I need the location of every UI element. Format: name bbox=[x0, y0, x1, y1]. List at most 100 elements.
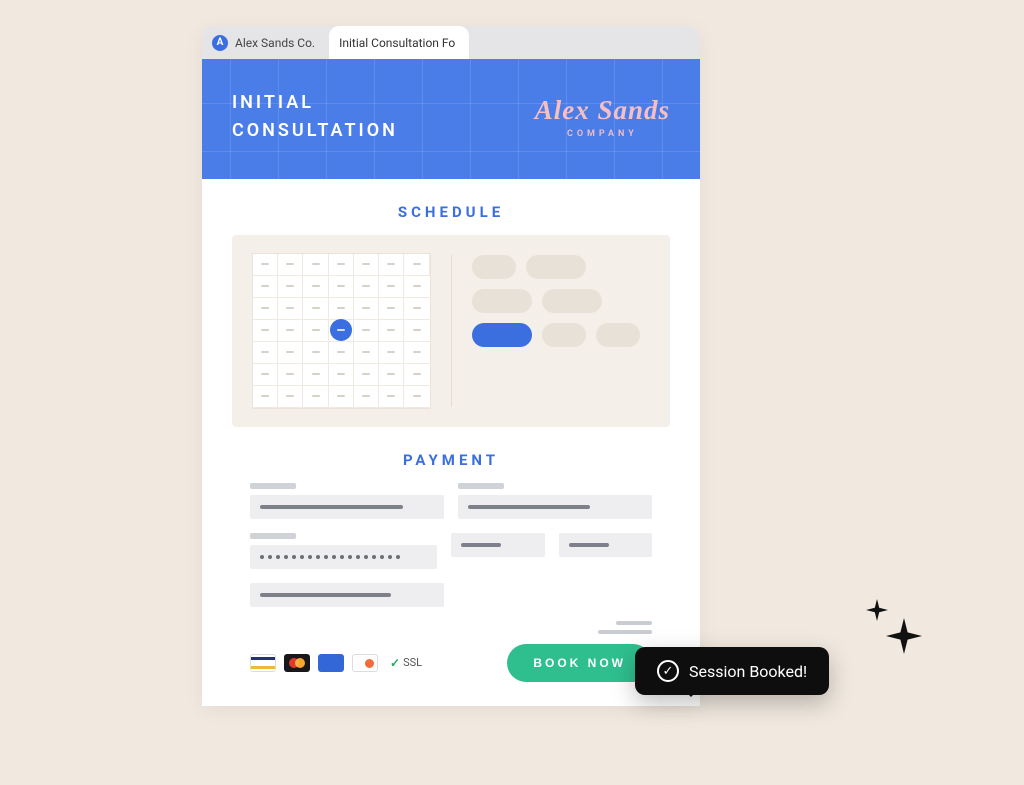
calendar-day[interactable] bbox=[354, 320, 379, 342]
page-title: INITIAL CONSULTATION bbox=[232, 89, 398, 145]
calendar-day[interactable] bbox=[354, 364, 379, 386]
calendar-weekday bbox=[404, 254, 429, 276]
time-slot[interactable] bbox=[596, 323, 640, 347]
tab-label: Initial Consultation Fo bbox=[339, 36, 455, 50]
time-slot[interactable] bbox=[472, 289, 532, 313]
toast-text: Session Booked! bbox=[689, 662, 807, 681]
field-value-placeholder bbox=[569, 543, 609, 547]
check-icon: ✓ bbox=[390, 656, 400, 670]
calendar-day[interactable] bbox=[253, 320, 278, 342]
calendar-day[interactable] bbox=[303, 364, 328, 386]
title-line: CONSULTATION bbox=[232, 117, 398, 145]
calendar-day[interactable] bbox=[379, 386, 404, 408]
payment-field[interactable] bbox=[250, 583, 444, 607]
time-slot[interactable] bbox=[472, 323, 532, 347]
mastercard-card-icon bbox=[284, 654, 310, 672]
calendar-day[interactable] bbox=[278, 298, 303, 320]
calendar-day[interactable] bbox=[278, 276, 303, 298]
visa-card-icon bbox=[250, 654, 276, 672]
calendar-day[interactable] bbox=[278, 320, 303, 342]
sparkle-icon bbox=[862, 596, 922, 656]
time-slot[interactable] bbox=[542, 323, 586, 347]
payment-field[interactable] bbox=[250, 483, 444, 519]
calendar-weekday bbox=[278, 254, 303, 276]
schedule-heading: SCHEDULE bbox=[202, 203, 700, 221]
calendar-day[interactable] bbox=[253, 298, 278, 320]
calendar-day[interactable] bbox=[354, 298, 379, 320]
field-value-placeholder bbox=[468, 505, 590, 509]
payment-heading: PAYMENT bbox=[202, 451, 700, 469]
calendar-day[interactable] bbox=[379, 276, 404, 298]
title-line: INITIAL bbox=[232, 89, 398, 117]
calendar-day[interactable] bbox=[379, 320, 404, 342]
calendar-day[interactable] bbox=[329, 276, 354, 298]
calendar-day[interactable] bbox=[253, 386, 278, 408]
calendar-day[interactable] bbox=[329, 386, 354, 408]
calendar-day[interactable] bbox=[303, 386, 328, 408]
tab-company[interactable]: A Alex Sands Co. bbox=[202, 26, 329, 59]
payment-field[interactable] bbox=[458, 483, 652, 519]
calendar-day[interactable] bbox=[303, 342, 328, 364]
session-booked-toast: ✓ Session Booked! bbox=[635, 647, 829, 695]
payment-field[interactable] bbox=[451, 533, 545, 569]
calendar-day[interactable] bbox=[329, 342, 354, 364]
calendar-day[interactable] bbox=[379, 342, 404, 364]
ssl-badge: ✓SSL bbox=[390, 656, 422, 670]
favicon-icon: A bbox=[212, 35, 228, 51]
field-value-placeholder bbox=[260, 505, 403, 509]
tab-label: Alex Sands Co. bbox=[235, 36, 315, 50]
calendar-day[interactable] bbox=[404, 342, 429, 364]
checkout-footer: ✓SSL BOOK NOW bbox=[250, 644, 652, 682]
payment-form bbox=[250, 483, 652, 607]
calendar-day[interactable] bbox=[253, 342, 278, 364]
tab-bar: A Alex Sands Co. Initial Consultation Fo bbox=[202, 26, 700, 59]
calendar-day[interactable] bbox=[253, 276, 278, 298]
discover-card-icon bbox=[352, 654, 378, 672]
calendar-weekday bbox=[379, 254, 404, 276]
calendar-day[interactable] bbox=[303, 320, 328, 342]
field-label-placeholder bbox=[250, 533, 296, 539]
hero-banner: INITIAL CONSULTATION Alex Sands COMPANY bbox=[202, 59, 700, 179]
masked-card-icon bbox=[260, 555, 400, 559]
payment-method-icons: ✓SSL bbox=[250, 654, 422, 672]
field-label-placeholder bbox=[250, 483, 296, 489]
order-summary bbox=[202, 621, 652, 634]
calendar-day[interactable] bbox=[404, 386, 429, 408]
calendar-day[interactable] bbox=[379, 364, 404, 386]
calendar-day[interactable] bbox=[354, 276, 379, 298]
calendar-day[interactable] bbox=[354, 386, 379, 408]
calendar-weekday bbox=[253, 254, 278, 276]
calendar-day[interactable] bbox=[329, 298, 354, 320]
calendar-day[interactable] bbox=[354, 342, 379, 364]
calendar-weekday bbox=[354, 254, 379, 276]
payment-field[interactable] bbox=[559, 533, 653, 569]
field-value-placeholder bbox=[461, 543, 501, 547]
field-value-placeholder bbox=[260, 593, 391, 597]
amex-card-icon bbox=[318, 654, 344, 672]
calendar-day[interactable] bbox=[404, 276, 429, 298]
time-slot[interactable] bbox=[472, 255, 516, 279]
calendar-day[interactable] bbox=[253, 364, 278, 386]
time-slot[interactable] bbox=[542, 289, 602, 313]
brand-subtitle: COMPANY bbox=[535, 129, 670, 139]
card-number-field[interactable] bbox=[250, 533, 437, 569]
calendar-day[interactable] bbox=[329, 364, 354, 386]
calendar-day[interactable] bbox=[278, 386, 303, 408]
calendar-day[interactable] bbox=[303, 276, 328, 298]
calendar-day[interactable] bbox=[404, 364, 429, 386]
tab-consultation[interactable]: Initial Consultation Fo bbox=[329, 26, 469, 59]
calendar-day[interactable] bbox=[303, 298, 328, 320]
calendar-day[interactable] bbox=[278, 364, 303, 386]
time-slot[interactable] bbox=[526, 255, 586, 279]
vertical-divider bbox=[451, 255, 452, 407]
calendar-weekday bbox=[329, 254, 354, 276]
calendar-day[interactable] bbox=[379, 298, 404, 320]
calendar-day[interactable] bbox=[404, 320, 429, 342]
time-slots bbox=[472, 253, 650, 409]
book-now-button[interactable]: BOOK NOW bbox=[507, 644, 652, 682]
brand-name: Alex Sands bbox=[535, 95, 670, 126]
calendar-day[interactable] bbox=[278, 342, 303, 364]
calendar[interactable] bbox=[252, 253, 431, 409]
calendar-day[interactable] bbox=[404, 298, 429, 320]
calendar-day[interactable] bbox=[329, 320, 354, 342]
